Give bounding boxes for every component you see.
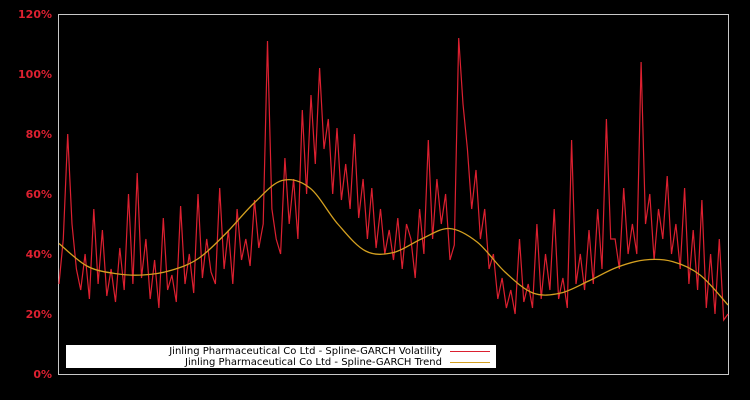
- volatility-series-line: [58, 37, 729, 322]
- plot-area: [58, 14, 729, 375]
- legend-item-volatility: Jinling Pharmaceutical Co Ltd - Spline-G…: [169, 346, 496, 357]
- y-tick-label: 60%: [25, 188, 52, 201]
- y-tick-label: 120%: [18, 8, 52, 21]
- y-tick-label: 40%: [25, 248, 52, 261]
- y-tick-label: 80%: [25, 128, 52, 141]
- chart-legend: Jinling Pharmaceutical Co Ltd - Spline-G…: [66, 345, 496, 368]
- legend-label: Jinling Pharmaceutical Co Ltd - Spline-G…: [185, 357, 442, 368]
- y-tick-label: 20%: [25, 308, 52, 321]
- legend-swatch-red: [450, 351, 490, 352]
- y-tick-label: 100%: [18, 68, 52, 81]
- legend-item-trend: Jinling Pharmaceutical Co Ltd - Spline-G…: [185, 357, 496, 368]
- y-tick-label: 0%: [33, 368, 52, 381]
- trend-series-line: [58, 178, 729, 306]
- legend-label: Jinling Pharmaceutical Co Ltd - Spline-G…: [169, 346, 442, 357]
- legend-swatch-gold: [450, 362, 490, 363]
